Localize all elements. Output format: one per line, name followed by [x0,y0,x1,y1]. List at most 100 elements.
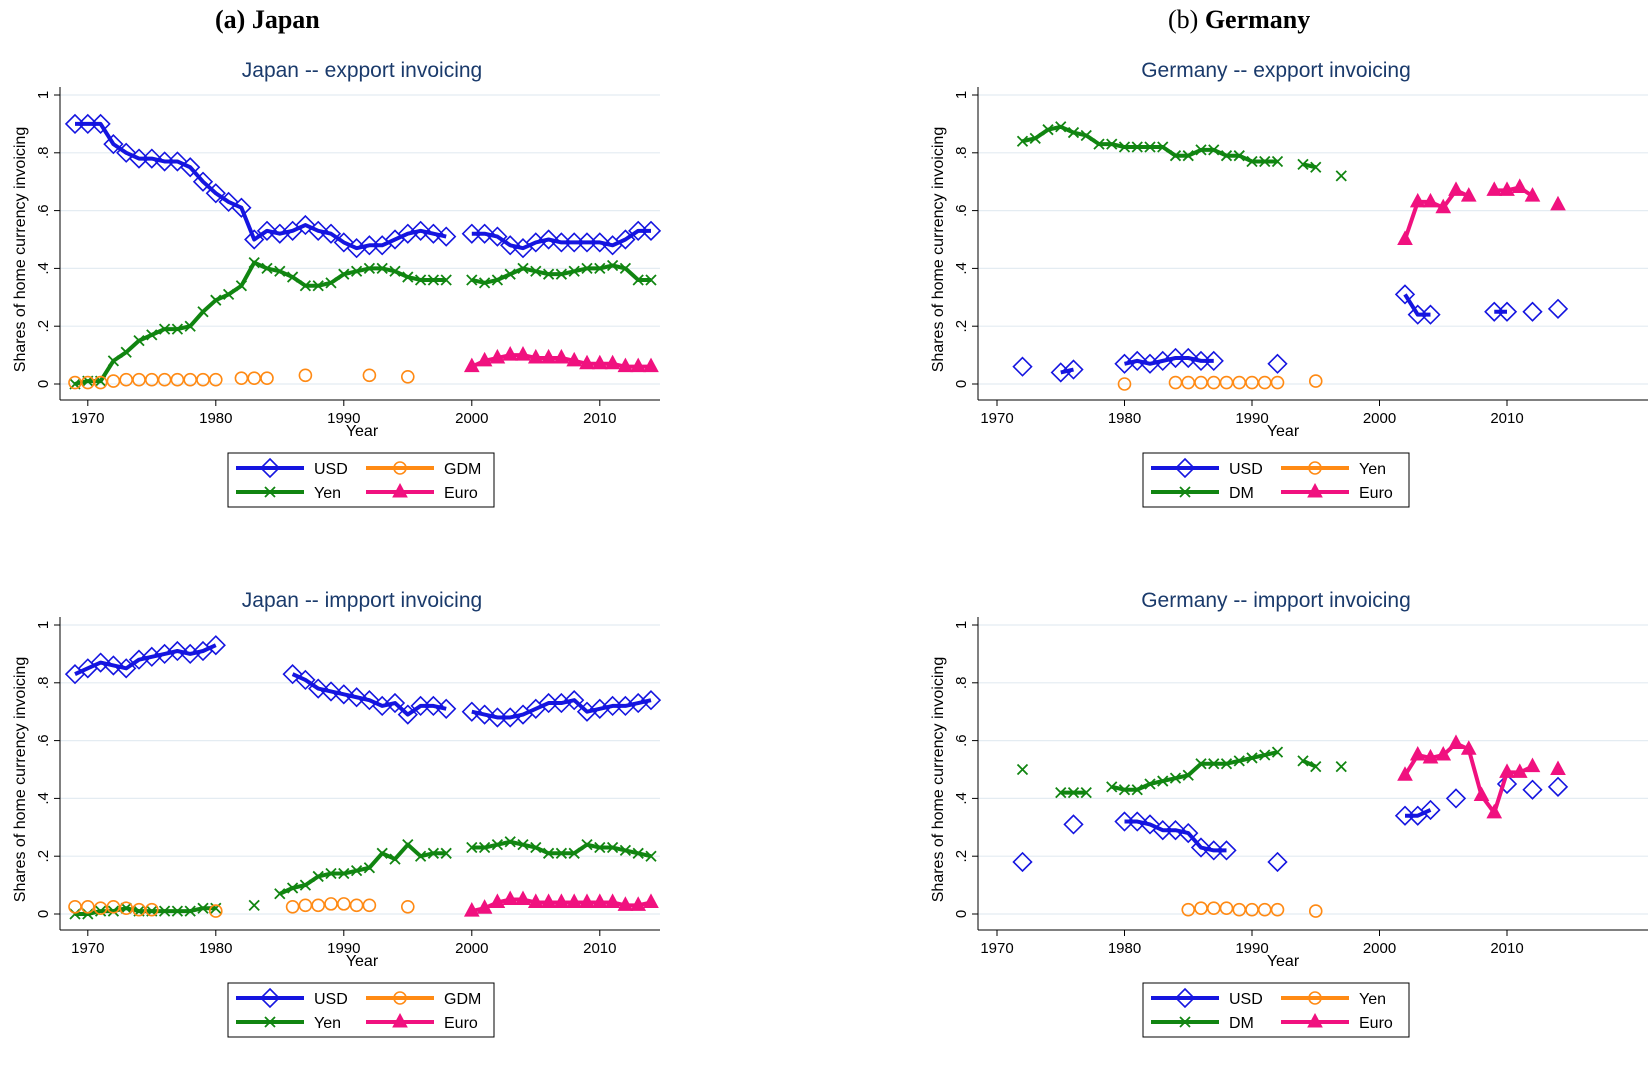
series-line [1403,188,1470,241]
panel-title-b: (b) Germany [1168,5,1311,34]
data-point [436,226,457,247]
data-point [1511,178,1528,193]
data-point [145,372,159,387]
x-tick-label: 2010 [1490,940,1523,957]
x-axis-label: Year [346,423,379,440]
data-point [184,320,196,332]
data-point [427,847,440,859]
data-point [158,905,171,917]
series-usd [64,113,662,259]
y-tick-label: .8 [35,677,52,690]
data-point [1012,851,1033,873]
data-point [1245,375,1259,390]
y-tick-label: .2 [953,850,970,863]
data-point [476,899,493,914]
legend-entry-yen: Yen [236,485,341,502]
data-point [1219,375,1234,390]
data-point [1335,760,1347,773]
x-axis-label: Year [1267,953,1300,970]
data-point [478,841,491,854]
data-point [1055,121,1067,133]
data-point [1246,752,1258,764]
data-point [120,902,132,914]
data-point [591,354,608,370]
data-point [285,899,300,914]
data-point [581,839,593,851]
data-point [167,640,188,662]
y-tick-label: 0 [953,910,970,918]
data-point [617,896,634,911]
x-tick-label: 2000 [1363,410,1396,427]
data-point [333,684,354,705]
y-tick-label: .8 [953,147,970,160]
data-point [645,850,657,862]
legend: USD Yen GDM Euro [227,452,495,508]
chart-3: Germany -- impport invoicing 0 .2 .4 .6 .8 1 19… [930,589,1648,1038]
data-point [244,229,265,250]
data-point [167,151,188,172]
data-point [1063,359,1084,380]
data-point [400,369,415,384]
data-point [1297,158,1309,170]
data-point [154,643,175,665]
legend-label: USD [314,461,348,478]
data-point [1233,150,1245,162]
x-tick-label: 2010 [583,410,616,427]
data-point [1144,141,1156,153]
data-point [1550,195,1566,211]
data-point [504,268,516,280]
legend-label: Euro [1359,1015,1393,1032]
data-point [1473,786,1490,802]
data-point [538,229,559,250]
data-point [1394,284,1416,305]
series-euro [463,890,659,917]
data-point [1063,814,1084,835]
legend-label: Yen [1359,461,1386,478]
data-point [517,839,529,851]
data-point [274,265,286,277]
y-tick-label: 0 [953,380,970,388]
data-point [568,265,580,277]
data-point [234,371,249,386]
data-point [489,348,506,364]
data-point [1422,192,1439,208]
data-point [295,214,316,236]
data-point [617,357,634,373]
y-tick-label: .2 [35,320,52,333]
data-point [308,678,329,699]
data-point [515,346,531,361]
data-point [589,698,610,719]
y-tick-label: .4 [953,262,970,275]
series-line [471,228,651,251]
legend-entry-usd: USD [1151,987,1263,1009]
data-point [517,262,529,275]
chart-2: Japan -- impport invoicing 0 .2 .4 .6 .8 1 1970… [12,589,662,1038]
data-point [1297,755,1309,767]
data-point [338,268,350,280]
series-yen [1117,374,1323,391]
data-point [103,133,124,155]
legend-entry-usd: USD [236,457,348,479]
x-tick-label: 1970 [71,940,104,957]
data-point [476,351,493,367]
data-point [402,839,414,851]
data-point [146,329,158,341]
data-point [349,898,364,913]
data-point [1067,126,1080,139]
data-point [116,658,137,679]
y-tick-label: .2 [35,850,52,863]
data-point [1267,353,1288,374]
y-tick-label: 1 [953,91,970,99]
series-gdm [68,368,415,390]
data-point [1460,187,1477,202]
data-point [346,238,367,259]
data-point [579,354,595,370]
legend-label: GDM [444,991,481,1008]
data-point [1499,763,1515,778]
data-point [466,274,478,286]
series-usd [1012,284,1569,383]
data-point [500,235,521,256]
legend-entry-gdm: GDM [366,461,481,478]
data-point [93,901,108,916]
data-point [145,902,159,917]
